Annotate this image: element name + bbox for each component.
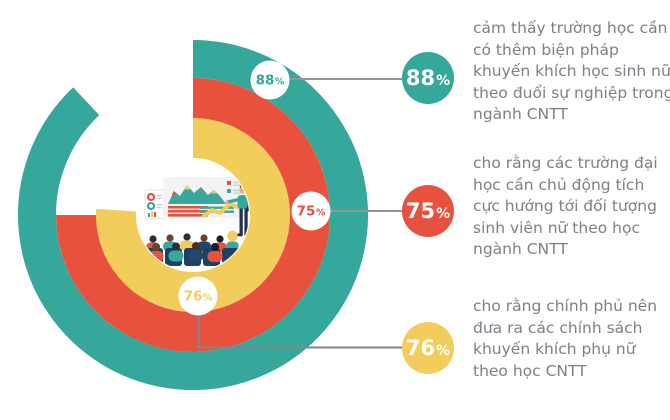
ring-description-75: cho rằng các trường đại học cần chủ động… xyxy=(473,154,658,258)
svg-text:76%: 76% xyxy=(406,336,450,360)
ring-badge-small-88: 88% xyxy=(250,60,290,100)
presentation-board-illustration xyxy=(163,177,246,218)
gauge-rings xyxy=(18,40,368,390)
ring-badge-small-76: 76% xyxy=(178,276,218,316)
ring-arc-teal xyxy=(18,40,368,390)
ring-badge-small-75: 75% xyxy=(291,191,331,231)
ring-arc-yellow xyxy=(96,118,290,312)
svg-text:88%: 88% xyxy=(406,66,450,90)
svg-text:88%: 88% xyxy=(256,73,285,89)
connector-line-76 xyxy=(197,315,403,349)
connector-lines xyxy=(197,78,403,349)
ring-arc-red xyxy=(56,78,330,352)
callout-badge-76: 76% xyxy=(402,322,454,374)
ring-description-76: cho rằng chính phủ nên đưa ra các chính … xyxy=(473,297,658,380)
svg-text:75%: 75% xyxy=(406,199,450,223)
svg-text:75%: 75% xyxy=(297,204,326,220)
svg-text:76%: 76% xyxy=(184,289,213,305)
side-panel-illustration xyxy=(144,189,166,220)
callout-badge-75: 75% xyxy=(402,185,454,237)
callout-badge-88: 88% xyxy=(402,52,454,104)
presentation-illustration xyxy=(144,177,249,266)
ring-description-88: cảm thấy trường học cần có thêm biện phá… xyxy=(473,19,670,123)
